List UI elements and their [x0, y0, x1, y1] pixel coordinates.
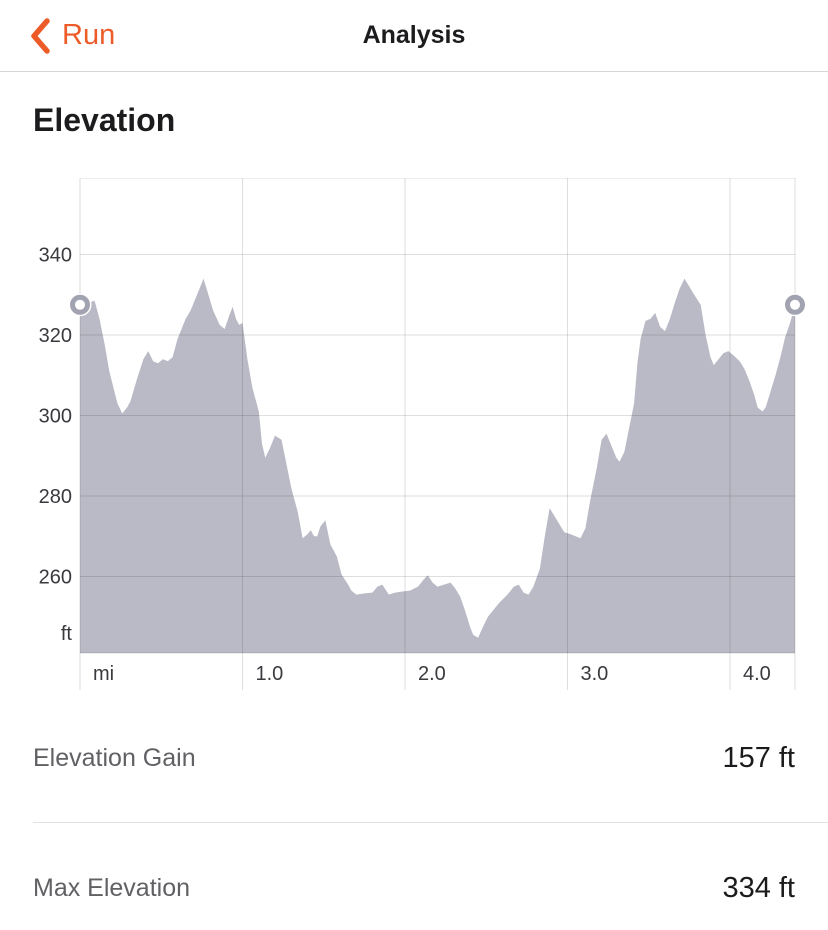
y-axis-unit-label: ft [61, 623, 73, 645]
y-tick-label: 320 [39, 325, 72, 347]
x-tick-label: 1.0 [256, 663, 284, 685]
stat-value: 334 ft [722, 871, 795, 904]
stat-row-elevation-gain: Elevation Gain 157 ft [0, 730, 828, 786]
x-tick-label: 3.0 [581, 663, 609, 685]
back-button[interactable]: Run [28, 0, 115, 71]
y-tick-label: 300 [39, 406, 72, 428]
y-tick-label: 340 [39, 244, 72, 266]
stat-value: 157 ft [722, 741, 795, 774]
back-chevron-icon [31, 17, 50, 54]
y-tick-label: 260 [39, 567, 72, 589]
section-title: Elevation [33, 102, 176, 138]
page-title: Analysis [362, 21, 466, 49]
back-label: Run [62, 19, 116, 51]
stat-label: Elevation Gain [33, 743, 196, 772]
x-tick-label: 4.0 [743, 663, 771, 685]
end-marker [785, 294, 805, 315]
stat-label: Max Elevation [33, 873, 191, 902]
nav-bar: Run Analysis [0, 0, 828, 72]
elevation-area-series [80, 278, 795, 653]
stat-row-max-elevation: Max Elevation 334 ft [0, 860, 828, 916]
start-marker [70, 294, 90, 315]
x-tick-label: 2.0 [418, 663, 446, 685]
divider [33, 822, 828, 823]
y-tick-label: 280 [39, 486, 72, 508]
x-tick-label: mi [93, 663, 114, 685]
